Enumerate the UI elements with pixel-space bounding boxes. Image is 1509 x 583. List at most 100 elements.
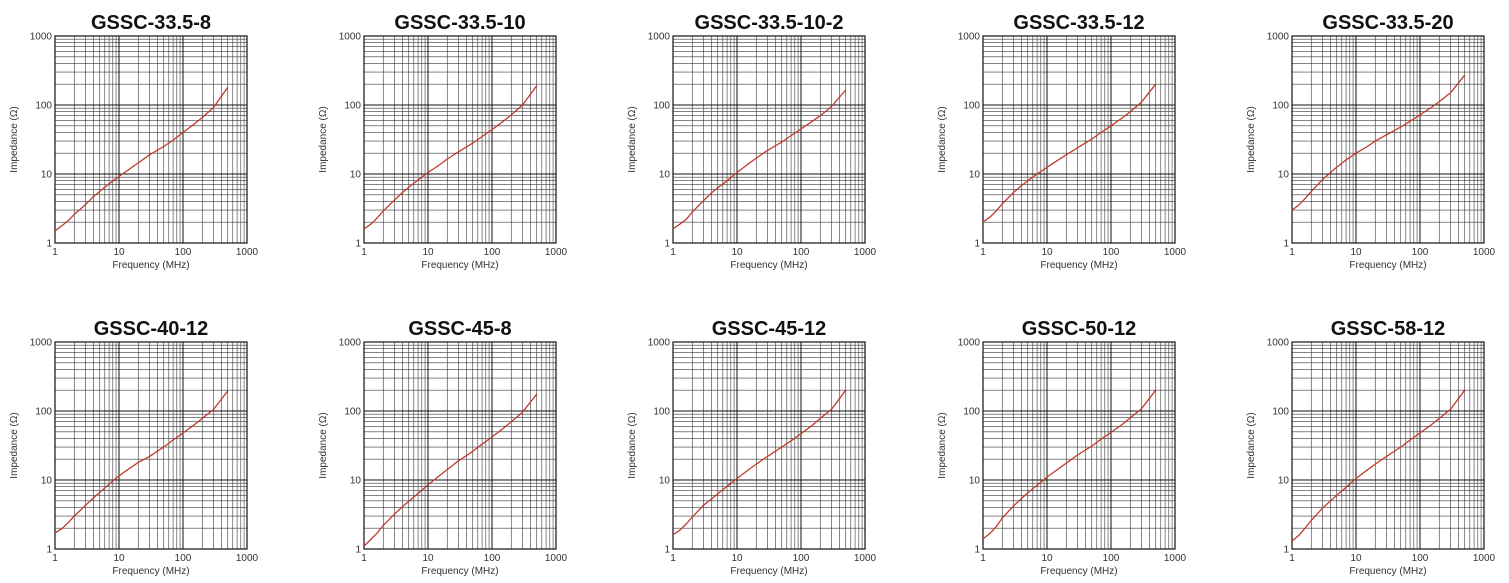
- impedance-series-line: [54, 390, 229, 534]
- x-tick-label: 1000: [1164, 247, 1187, 258]
- x-tick-label: 100: [1103, 247, 1120, 258]
- x-tick-label: 100: [484, 553, 501, 564]
- grid: [54, 341, 248, 550]
- y-tick-label: 1000: [648, 338, 671, 349]
- y-tick-label: 1000: [648, 32, 671, 43]
- y-tick-label: 10: [41, 476, 53, 487]
- x-tick-label: 10: [1041, 553, 1053, 564]
- x-axis-label: Frequency (MHz): [1349, 260, 1426, 271]
- x-axis-label: Frequency (MHz): [112, 260, 189, 271]
- grid: [982, 341, 1176, 550]
- chart-panel: GSSC-33.5-8 1 10 100 1000 1 10 100 1000 Frequency…: [9, 12, 259, 271]
- y-axis-label: Impedance (Ω): [318, 106, 329, 172]
- chart-panel: GSSC-33.5-10-2 1 10 100 1000 1 10 100 1000 Freque…: [627, 12, 877, 271]
- impedance-series-line: [982, 389, 1157, 540]
- plot-frame: [54, 35, 248, 244]
- y-tick-label: 10: [969, 170, 981, 181]
- chart-panel: GSSC-45-8 1 10 100 1000 1 10 100 1000 Frequency (…: [318, 318, 568, 577]
- y-axis-label: Impedance (Ω): [318, 412, 329, 478]
- y-tick-label: 100: [1272, 101, 1289, 112]
- grid: [363, 35, 557, 244]
- plot-frame: [363, 35, 557, 244]
- y-tick-label: 1: [664, 239, 670, 250]
- x-tick-label: 1: [980, 553, 986, 564]
- impedance-series-line: [363, 393, 538, 547]
- y-tick-label: 1: [355, 239, 361, 250]
- chart-title: GSSC-45-8: [408, 318, 511, 340]
- x-tick-label: 100: [1103, 553, 1120, 564]
- x-tick-label: 1000: [854, 247, 877, 258]
- y-tick-label: 10: [1278, 170, 1290, 181]
- y-tick-label: 1000: [1267, 32, 1290, 43]
- x-tick-label: 1: [670, 247, 676, 258]
- plot-frame: [54, 341, 248, 550]
- plot-frame: [672, 35, 866, 244]
- x-axis-label: Frequency (MHz): [730, 260, 807, 271]
- y-tick-label: 100: [344, 407, 361, 418]
- chart-panel: GSSC-33.5-20 1 10 100 1000 1 10 100 1000 Frequenc…: [1246, 12, 1496, 271]
- x-tick-label: 10: [113, 247, 125, 258]
- x-tick-label: 100: [175, 247, 192, 258]
- x-tick-label: 10: [1041, 247, 1053, 258]
- grid: [982, 35, 1176, 244]
- y-tick-label: 1: [46, 545, 52, 556]
- x-tick-label: 1000: [545, 247, 568, 258]
- x-tick-label: 1: [1289, 553, 1295, 564]
- plot-frame: [1291, 341, 1485, 550]
- x-tick-label: 1000: [236, 553, 259, 564]
- y-axis-label: Impedance (Ω): [9, 412, 20, 478]
- y-tick-label: 100: [35, 407, 52, 418]
- x-tick-label: 1000: [854, 553, 877, 564]
- y-axis-label: Impedance (Ω): [1246, 412, 1257, 478]
- impedance-series-line: [672, 389, 847, 536]
- impedance-series-line: [1291, 389, 1466, 542]
- x-tick-label: 100: [1412, 553, 1429, 564]
- grid: [1291, 341, 1485, 550]
- x-tick-label: 1: [980, 247, 986, 258]
- plot-frame: [1291, 35, 1485, 244]
- x-tick-label: 100: [793, 247, 810, 258]
- y-axis-label: Impedance (Ω): [937, 106, 948, 172]
- x-tick-label: 10: [422, 553, 434, 564]
- x-tick-label: 1000: [236, 247, 259, 258]
- impedance-series-line: [363, 85, 538, 230]
- x-tick-label: 1: [52, 247, 58, 258]
- x-tick-label: 1000: [1473, 553, 1496, 564]
- plot-frame: [363, 341, 557, 550]
- x-tick-label: 10: [113, 553, 125, 564]
- y-tick-label: 1000: [339, 32, 362, 43]
- grid: [363, 341, 557, 550]
- y-tick-label: 10: [1278, 476, 1290, 487]
- x-tick-label: 10: [731, 247, 743, 258]
- x-tick-label: 100: [175, 553, 192, 564]
- x-axis-label: Frequency (MHz): [1040, 260, 1117, 271]
- x-tick-label: 1000: [1164, 553, 1187, 564]
- y-tick-label: 1000: [30, 32, 53, 43]
- y-tick-label: 1000: [1267, 338, 1290, 349]
- y-tick-label: 100: [963, 101, 980, 112]
- y-tick-label: 10: [350, 170, 362, 181]
- y-tick-label: 1: [974, 545, 980, 556]
- plot-frame: [672, 341, 866, 550]
- x-tick-label: 1000: [545, 553, 568, 564]
- y-axis-label: Impedance (Ω): [627, 412, 638, 478]
- x-axis-label: Frequency (MHz): [421, 566, 498, 577]
- y-tick-label: 1: [974, 239, 980, 250]
- x-tick-label: 1: [361, 553, 367, 564]
- impedance-series-line: [672, 89, 847, 230]
- x-tick-label: 10: [422, 247, 434, 258]
- y-tick-label: 1: [355, 545, 361, 556]
- chart-panel: GSSC-33.5-12 1 10 100 1000 1 10 100 1000 Frequenc…: [937, 12, 1187, 271]
- impedance-series-line: [1291, 74, 1466, 211]
- impedance-series-line: [982, 83, 1157, 223]
- x-tick-label: 10: [1350, 247, 1362, 258]
- chart-title: GSSC-33.5-10: [394, 12, 525, 34]
- y-axis-label: Impedance (Ω): [937, 412, 948, 478]
- x-tick-label: 10: [731, 553, 743, 564]
- y-tick-label: 10: [350, 476, 362, 487]
- y-tick-label: 10: [659, 476, 671, 487]
- x-axis-label: Frequency (MHz): [421, 260, 498, 271]
- y-tick-label: 1: [1283, 239, 1289, 250]
- y-tick-label: 10: [659, 170, 671, 181]
- chart-panel: GSSC-40-12 1 10 100 1000 1 10 100 1000 Frequency …: [9, 318, 259, 577]
